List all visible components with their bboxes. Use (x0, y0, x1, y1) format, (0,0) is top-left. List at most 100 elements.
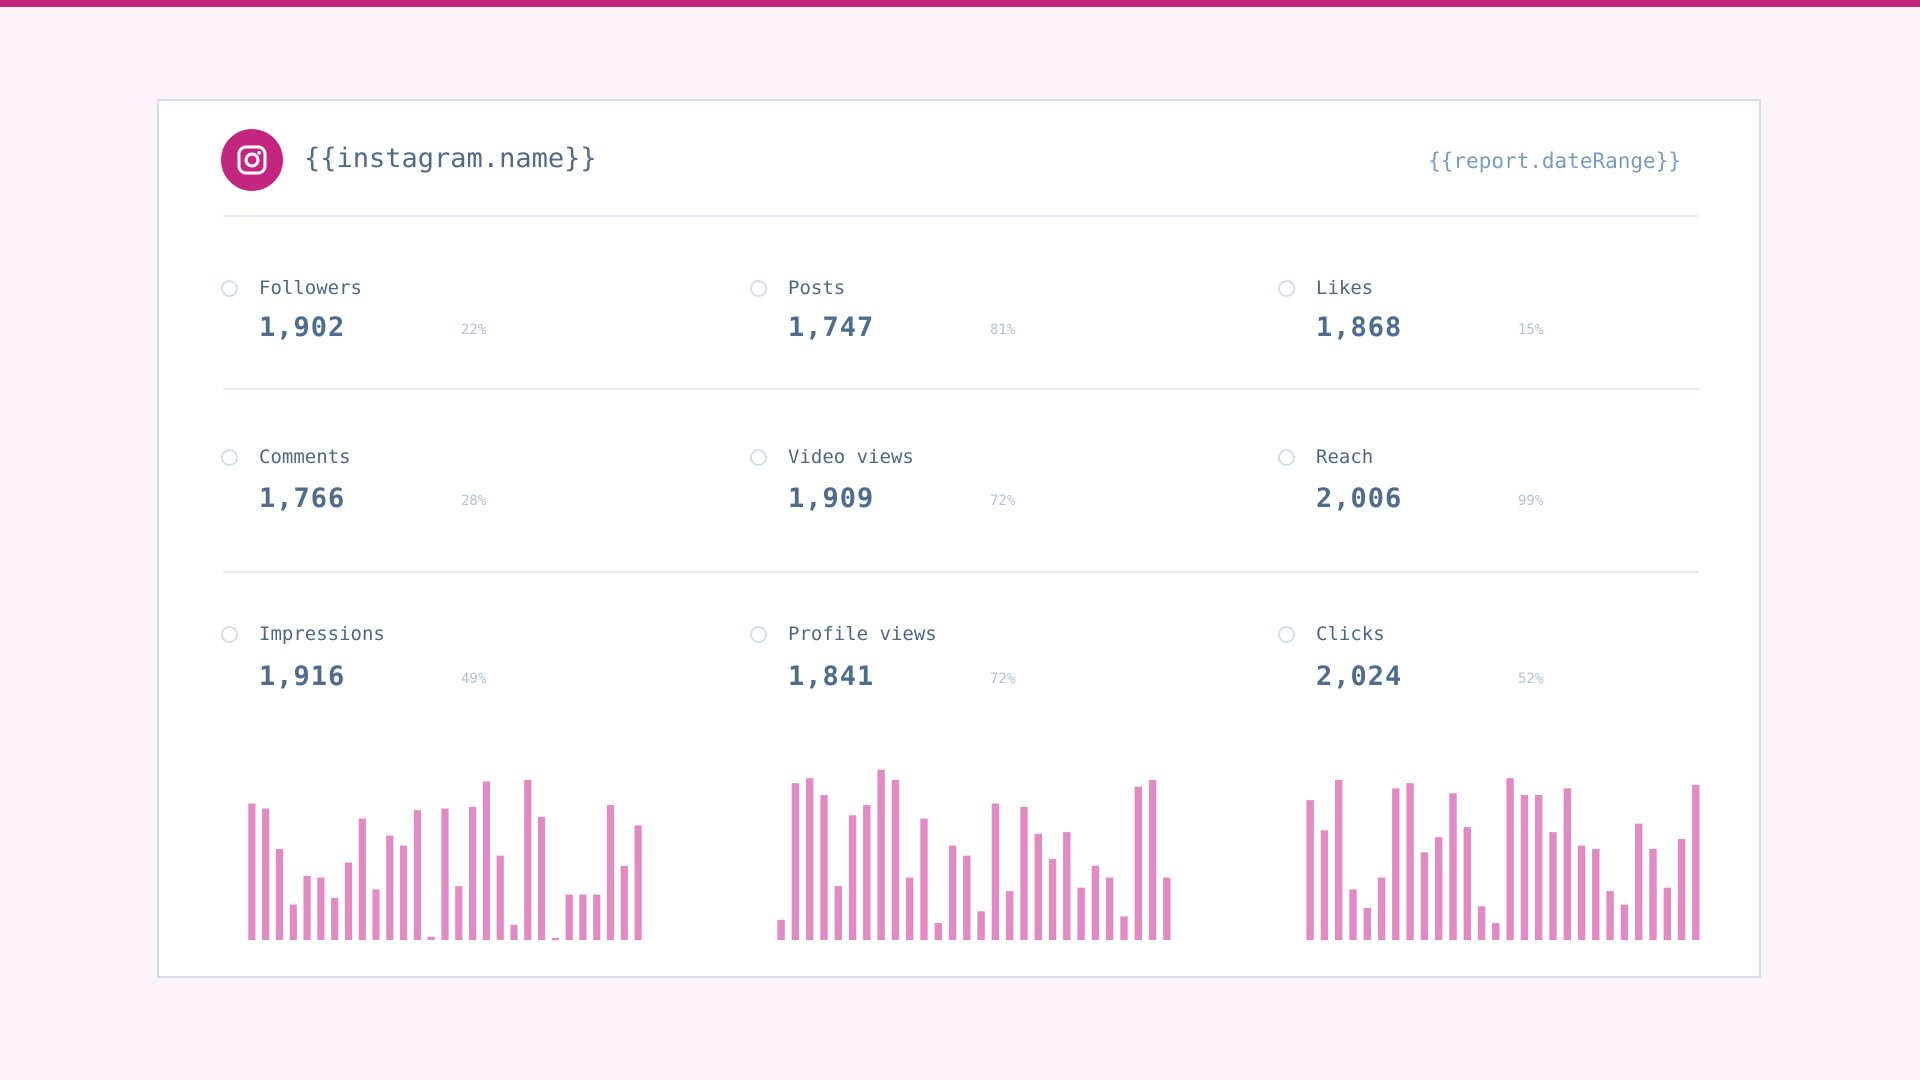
chart-bar (386, 835, 394, 940)
metric-change: 99% (1518, 493, 1544, 509)
metric-label: Impressions (259, 623, 385, 645)
chart-bar (1320, 830, 1329, 940)
metric-dot (221, 280, 238, 297)
metric-dot (1278, 626, 1295, 643)
row-divider (223, 571, 1699, 573)
chart-bar (482, 781, 490, 940)
metric-value: 2,006 (1316, 483, 1403, 514)
chart-bar (1163, 877, 1171, 940)
metric-value: 1,916 (259, 661, 346, 692)
metric-value: 1,747 (788, 312, 875, 343)
chart-bar (1520, 795, 1529, 940)
chart-bar (1463, 827, 1471, 940)
metric-dot (750, 449, 767, 466)
chart-bar (1392, 788, 1400, 940)
chart-bar (400, 845, 408, 940)
chart-bar (344, 862, 353, 940)
metric-change: 49% (461, 671, 487, 687)
metric-posts: Posts 1,747 81% (750, 276, 1170, 366)
chart-bar (863, 805, 871, 940)
chart-bar (634, 825, 642, 940)
metric-dot (221, 626, 238, 643)
chart-bar (1134, 786, 1142, 940)
chart-bar (1377, 877, 1386, 940)
chart-bar (510, 924, 518, 940)
chart-bar (1535, 795, 1543, 940)
metric-label: Video views (788, 446, 914, 468)
metric-dot (1278, 449, 1295, 466)
metric-followers: Followers 1,902 22% (221, 276, 641, 366)
chart-bar (524, 779, 532, 940)
chart-bar (1549, 832, 1557, 940)
chart-bar (1034, 833, 1042, 940)
chart-bar (1048, 859, 1057, 940)
bar-chart-2 (774, 763, 1174, 940)
chart-bar (496, 855, 504, 940)
chart-bar (1306, 800, 1314, 940)
chart-bar (834, 886, 842, 940)
metric-label: Followers (259, 277, 362, 299)
chart-bar (906, 877, 914, 940)
account-name: {{instagram.name}} (304, 143, 597, 174)
report-card: {{instagram.name}} {{report.dateRange}} … (157, 99, 1761, 978)
chart-bar (1106, 877, 1114, 940)
chart-bar (1677, 838, 1686, 940)
chart-bar (1663, 887, 1671, 940)
metric-dot (750, 626, 767, 643)
chart-bar (1449, 793, 1457, 940)
bar-chart-1 (245, 763, 645, 940)
chart-bar (469, 806, 477, 940)
chart-bar (551, 938, 559, 940)
chart-bar (1620, 904, 1629, 940)
chart-bar (303, 875, 311, 940)
chart-bar (1349, 889, 1357, 940)
chart-bar (1577, 845, 1586, 940)
chart-bar (791, 783, 800, 940)
chart-bar (248, 803, 256, 940)
metric-label: Comments (259, 446, 351, 468)
metric-value: 2,024 (1316, 661, 1403, 692)
row-divider (223, 388, 1699, 390)
chart-bar (963, 855, 971, 940)
chart-bar (358, 818, 366, 940)
chart-bar (977, 911, 985, 940)
chart-bar (262, 808, 270, 940)
metric-label: Likes (1316, 277, 1374, 299)
chart-bar (565, 894, 573, 940)
chart-bar (1406, 783, 1414, 940)
metric-change: 72% (990, 493, 1016, 509)
chart-bar (1363, 908, 1371, 940)
chart-bar (1592, 849, 1600, 940)
chart-bar (427, 936, 435, 940)
metric-likes: Likes 1,868 15% (1278, 276, 1698, 366)
chart-bar (1006, 891, 1014, 940)
instagram-icon (221, 129, 283, 191)
chart-bar (1563, 788, 1571, 940)
metric-change: 81% (990, 322, 1016, 338)
card-header: {{instagram.name}} {{report.dateRange}} (221, 129, 1695, 191)
chart-bar (413, 810, 421, 940)
bar-chart-3 (1303, 763, 1703, 940)
chart-bar (317, 877, 325, 940)
metric-label: Profile views (788, 623, 937, 645)
metric-impressions: Impressions 1,916 49% (221, 622, 641, 712)
metric-change: 22% (461, 322, 487, 338)
top-accent-bar (0, 0, 1920, 7)
chart-bar (593, 894, 601, 940)
chart-bar (1120, 916, 1128, 940)
chart-bar (1020, 806, 1028, 940)
chart-bar (820, 795, 828, 940)
chart-bar (289, 904, 297, 940)
chart-bar (777, 919, 785, 940)
metric-label: Posts (788, 277, 846, 299)
chart-bar (372, 889, 380, 940)
bar-chart-svg (777, 769, 1171, 940)
metric-reach: Reach 2,006 99% (1278, 445, 1698, 535)
metric-video-views: Video views 1,909 72% (750, 445, 1170, 535)
chart-bar (579, 894, 587, 940)
chart-bar (848, 815, 857, 940)
date-range: {{report.dateRange}} (1428, 149, 1681, 173)
chart-bar (1635, 823, 1643, 940)
chart-bar (1492, 923, 1500, 940)
metric-value: 1,902 (259, 312, 346, 343)
